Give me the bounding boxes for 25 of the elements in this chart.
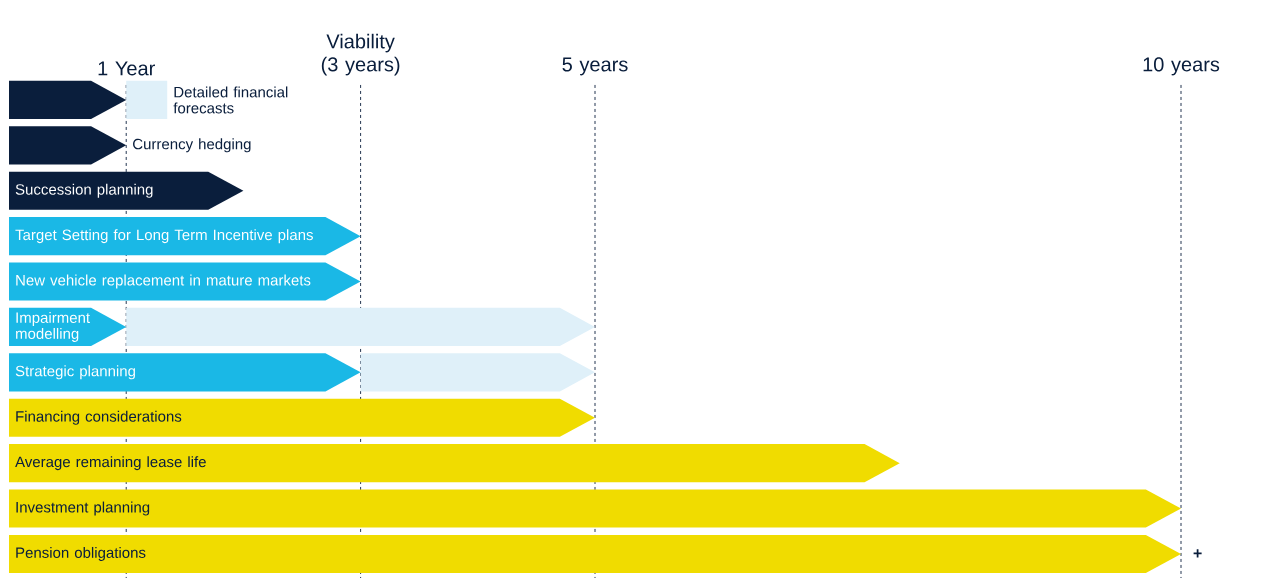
text: +	[1193, 549, 1202, 558]
bar	[126, 80, 168, 120]
x-tick-label: Viability (3 years)	[321, 33, 400, 76]
bar	[9, 534, 1182, 574]
y-tick-label: Target Setting for Long Term Incentive plans	[15, 229, 313, 244]
y-tick-label: New vehicle replacement in mature markets	[16, 274, 311, 289]
x-tick-label: 10 years	[1143, 57, 1220, 76]
bar	[9, 262, 361, 301]
y-tick-label: Average remaining lease life	[15, 456, 206, 471]
y-tick-label: Pension obligations	[16, 546, 146, 561]
bar	[9, 398, 596, 437]
x-tick-label: 5 years	[562, 57, 628, 76]
y-tick-label: Currency hedging	[133, 138, 251, 153]
y-tick-label: Strategic planning	[15, 365, 135, 380]
y-tick-label: Investment planning	[16, 501, 150, 516]
y-tick-label: Succession planning	[15, 183, 153, 198]
bar	[9, 444, 900, 483]
y-tick-label: Financing considerations	[16, 410, 182, 425]
bar	[9, 489, 1182, 528]
bar	[9, 353, 361, 392]
bar	[126, 307, 596, 347]
y-tick-label: Detailed financial forecasts	[173, 86, 288, 114]
y-tick-label: Impairment modelling	[16, 311, 90, 342]
x-tick-label: 1 Year	[98, 61, 155, 76]
bar	[9, 217, 361, 256]
